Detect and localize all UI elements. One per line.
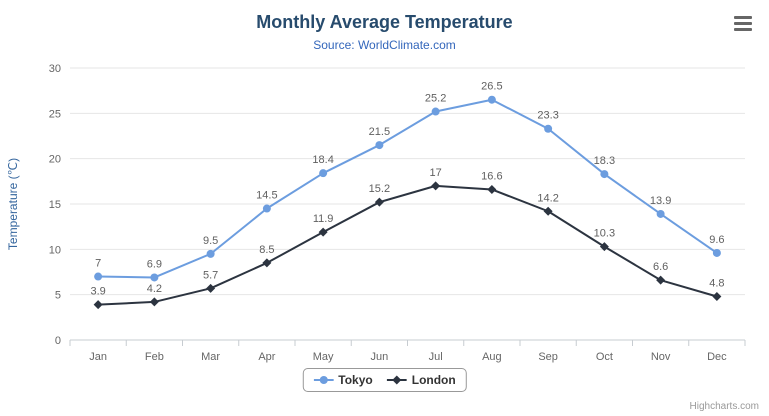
svg-text:14.5: 14.5 <box>256 190 277 202</box>
svg-text:Dec: Dec <box>707 351 727 363</box>
svg-text:Aug: Aug <box>482 351 502 363</box>
svg-text:25: 25 <box>49 108 61 120</box>
svg-text:25.2: 25.2 <box>425 93 446 105</box>
svg-text:4.8: 4.8 <box>709 277 724 289</box>
svg-text:3.9: 3.9 <box>90 286 105 298</box>
legend-marker-tokyo-icon <box>313 376 334 384</box>
hamburger-menu-icon <box>734 15 752 19</box>
svg-text:15: 15 <box>49 199 61 211</box>
svg-text:May: May <box>313 351 334 363</box>
legend: Tokyo London <box>302 368 467 392</box>
svg-text:16.6: 16.6 <box>481 170 502 182</box>
credits-link[interactable]: Highcharts.com <box>689 401 759 412</box>
svg-text:11.9: 11.9 <box>313 213 334 225</box>
legend-item-tokyo[interactable]: Tokyo <box>313 373 373 387</box>
svg-text:7: 7 <box>95 258 101 270</box>
svg-text:Nov: Nov <box>651 351 671 363</box>
svg-text:9.5: 9.5 <box>203 235 218 247</box>
svg-text:6.9: 6.9 <box>147 258 162 270</box>
svg-text:20: 20 <box>49 154 61 166</box>
svg-text:18.3: 18.3 <box>594 155 615 167</box>
svg-text:23.3: 23.3 <box>537 110 558 122</box>
svg-text:8.5: 8.5 <box>259 244 274 256</box>
svg-text:21.5: 21.5 <box>369 126 390 138</box>
svg-text:Jun: Jun <box>371 351 389 363</box>
svg-text:Mar: Mar <box>201 351 220 363</box>
chart-subtitle: Source: WorldClimate.com <box>313 38 456 52</box>
svg-text:Feb: Feb <box>145 351 164 363</box>
svg-text:Sep: Sep <box>538 351 558 363</box>
svg-text:18.4: 18.4 <box>312 154 333 166</box>
svg-text:10.3: 10.3 <box>594 228 615 240</box>
legend-marker-london-icon <box>386 375 407 385</box>
hamburger-menu-icon <box>734 27 752 31</box>
svg-text:4.2: 4.2 <box>147 283 162 295</box>
svg-text:6.6: 6.6 <box>653 261 668 273</box>
svg-text:15.2: 15.2 <box>369 183 390 195</box>
svg-text:Jul: Jul <box>429 351 443 363</box>
legend-label-london: London <box>411 373 456 387</box>
export-menu-button[interactable] <box>731 12 757 34</box>
legend-label-tokyo: Tokyo <box>338 373 373 387</box>
svg-text:13.9: 13.9 <box>650 195 671 207</box>
svg-text:30: 30 <box>49 63 61 75</box>
svg-text:26.5: 26.5 <box>481 81 502 93</box>
svg-text:Jan: Jan <box>89 351 107 363</box>
svg-text:10: 10 <box>49 244 61 256</box>
chart-title: Monthly Average Temperature <box>256 12 513 32</box>
svg-text:Apr: Apr <box>258 351 275 363</box>
svg-text:14.2: 14.2 <box>537 192 558 204</box>
svg-text:Temperature (℃): Temperature (℃) <box>6 158 20 250</box>
svg-text:17: 17 <box>430 167 442 179</box>
svg-text:5: 5 <box>55 290 61 302</box>
svg-text:5.7: 5.7 <box>203 269 218 281</box>
legend-item-london[interactable]: London <box>386 373 456 387</box>
hamburger-menu-icon <box>734 21 752 25</box>
svg-text:Oct: Oct <box>596 351 613 363</box>
svg-text:9.6: 9.6 <box>709 234 724 246</box>
svg-text:0: 0 <box>55 335 61 347</box>
